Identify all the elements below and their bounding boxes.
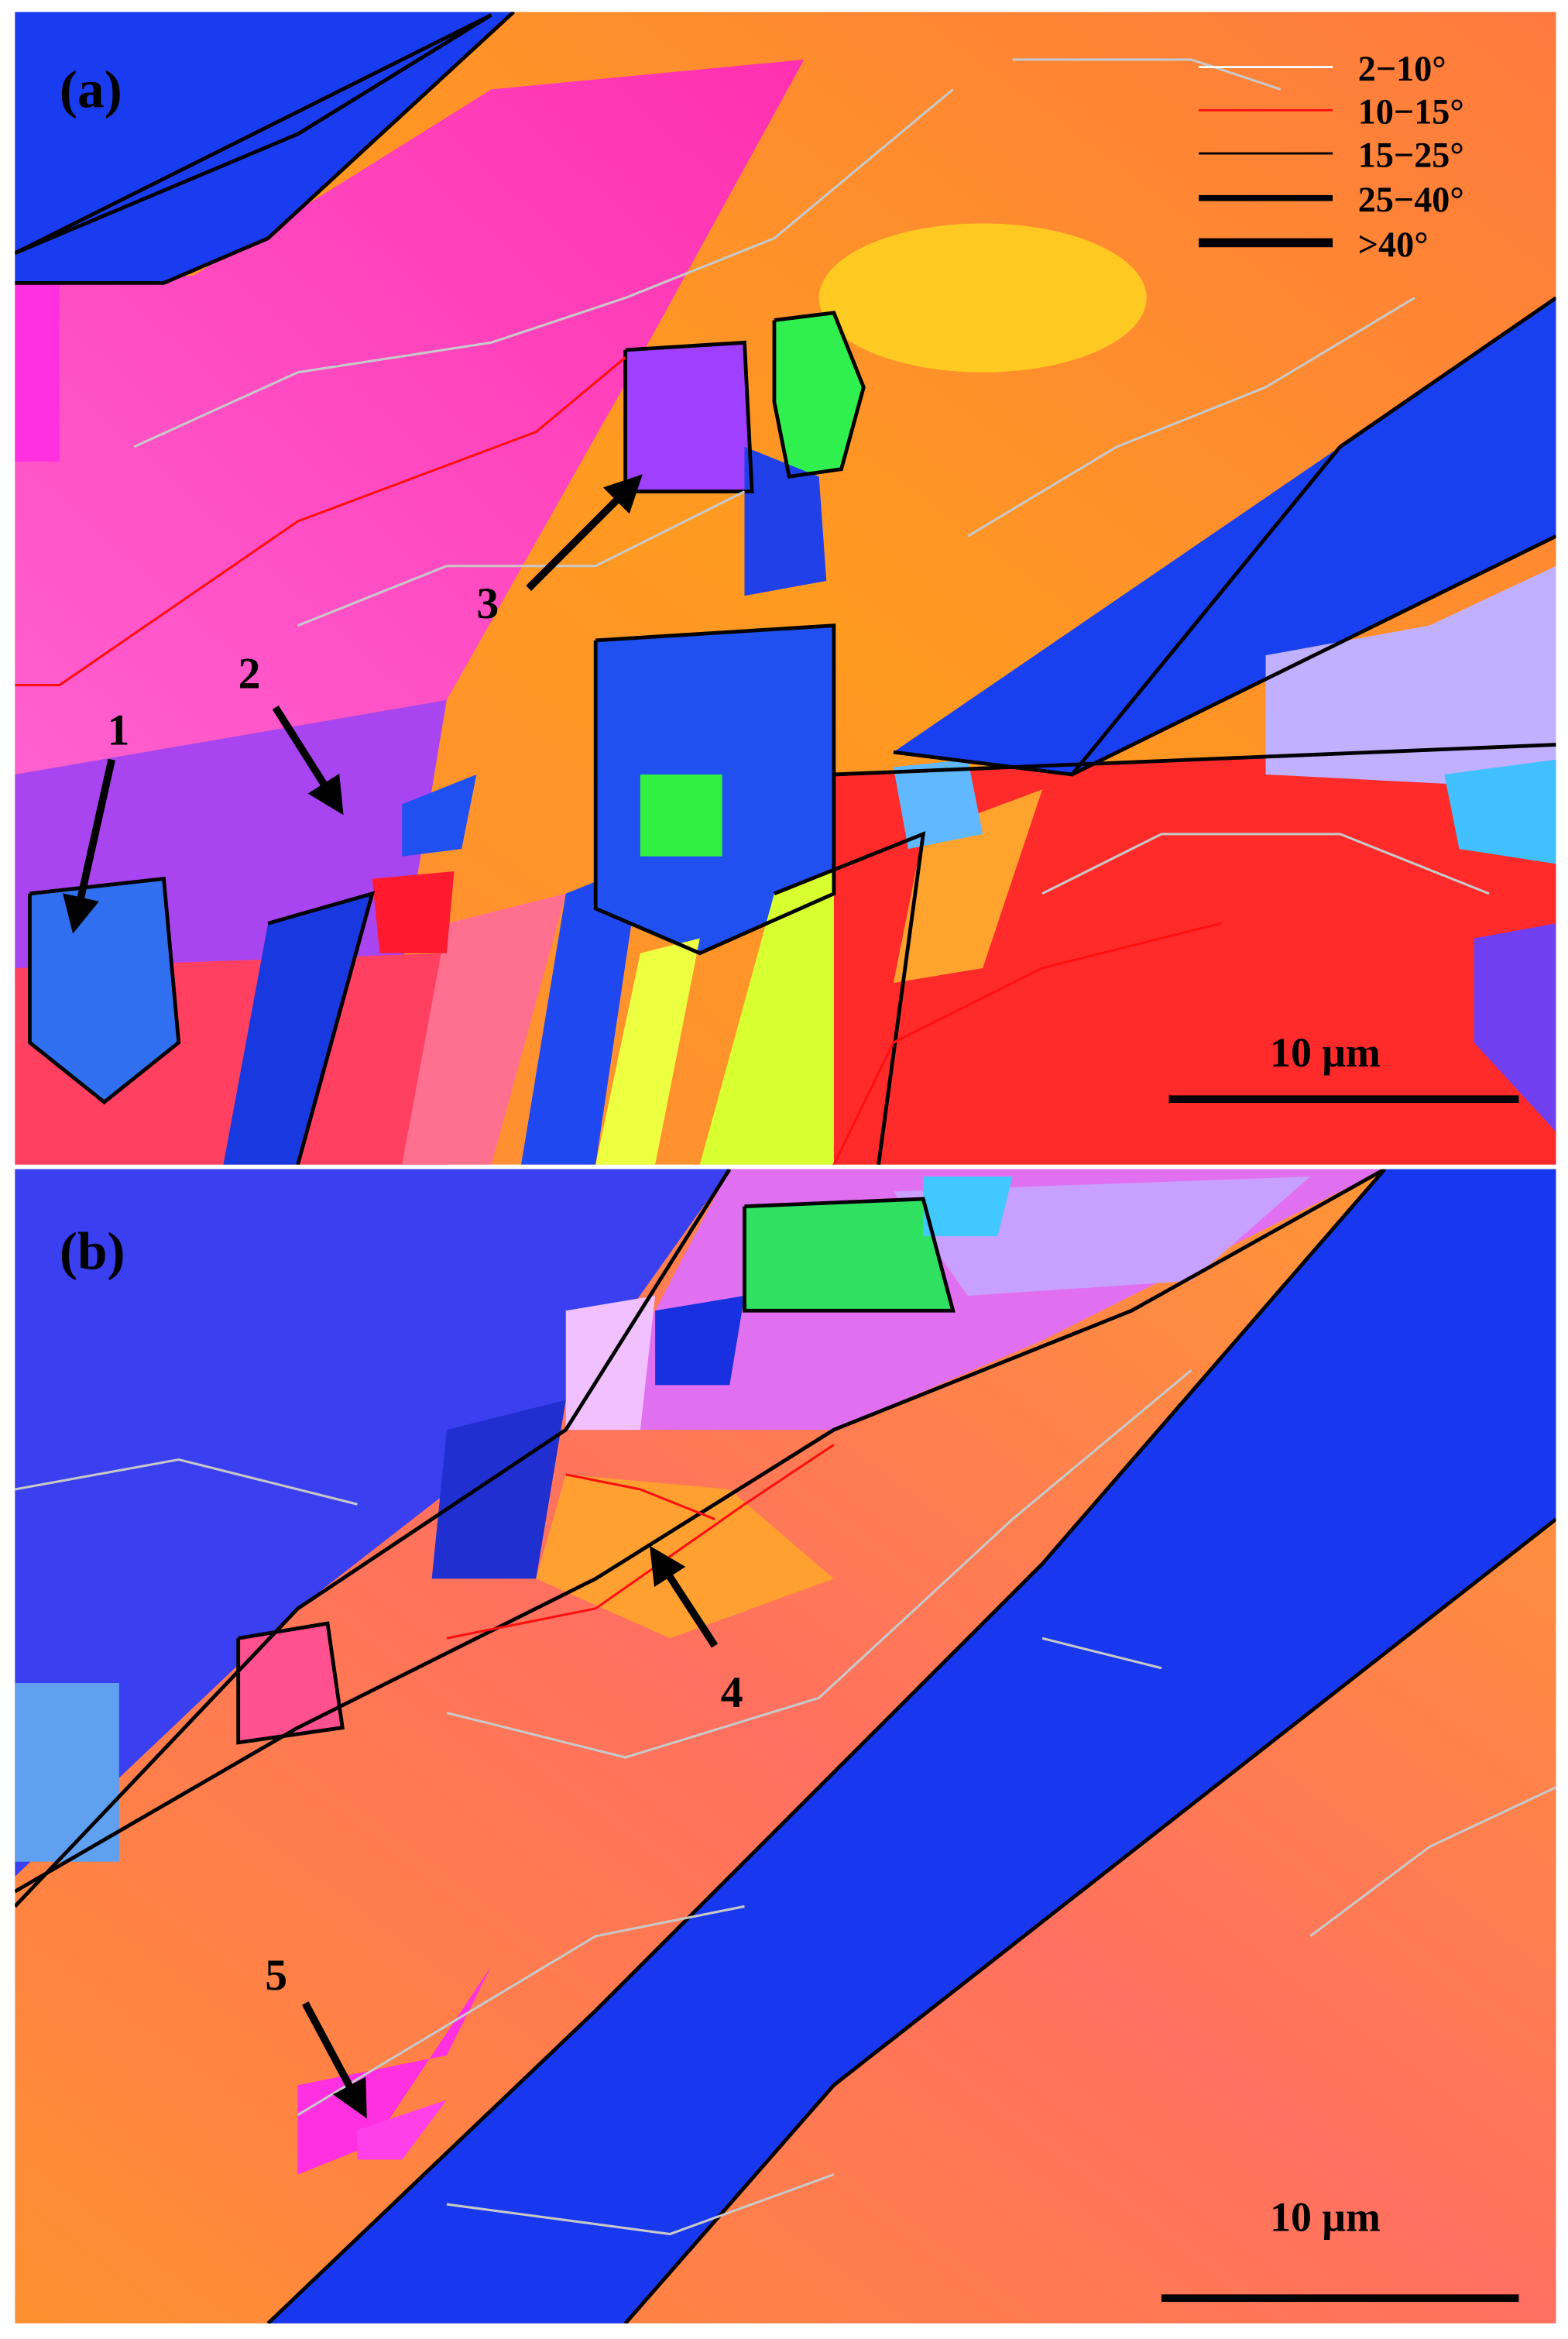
panel-a-map (15, 12, 1556, 1165)
legend: 2−10° 10−15° 15−25° 25−40° >40° (1199, 49, 1464, 264)
annotation: 1 (107, 706, 129, 755)
scale-bar-label: 10 μm (1270, 1029, 1381, 1076)
annotation: 3 (476, 579, 499, 628)
legend-label: 25−40° (1358, 180, 1464, 219)
panel-label: (a) (60, 59, 122, 118)
arrow (301, 2001, 367, 2119)
legend-label: 2−10° (1358, 49, 1446, 88)
panel-label: (b) (60, 1221, 125, 1280)
scale-bar-label: 10 μm (1270, 2194, 1381, 2241)
panel-b-map (15, 1169, 1556, 2324)
annotation: 5 (265, 1951, 287, 2000)
arrow (63, 758, 115, 934)
arrow (272, 705, 344, 816)
legend-label: >40° (1358, 225, 1429, 264)
annotation: 4 (721, 1668, 743, 1717)
arrow (526, 474, 643, 591)
annotation: 2 (238, 649, 261, 698)
legend-label: 15−25° (1358, 135, 1464, 174)
arrow (649, 1545, 719, 1648)
legend-label: 10−15° (1358, 92, 1464, 132)
figure-content: (a) 2−10° 10−15° 15−25° 25−40° >40° 1 2 … (15, 12, 1556, 2324)
